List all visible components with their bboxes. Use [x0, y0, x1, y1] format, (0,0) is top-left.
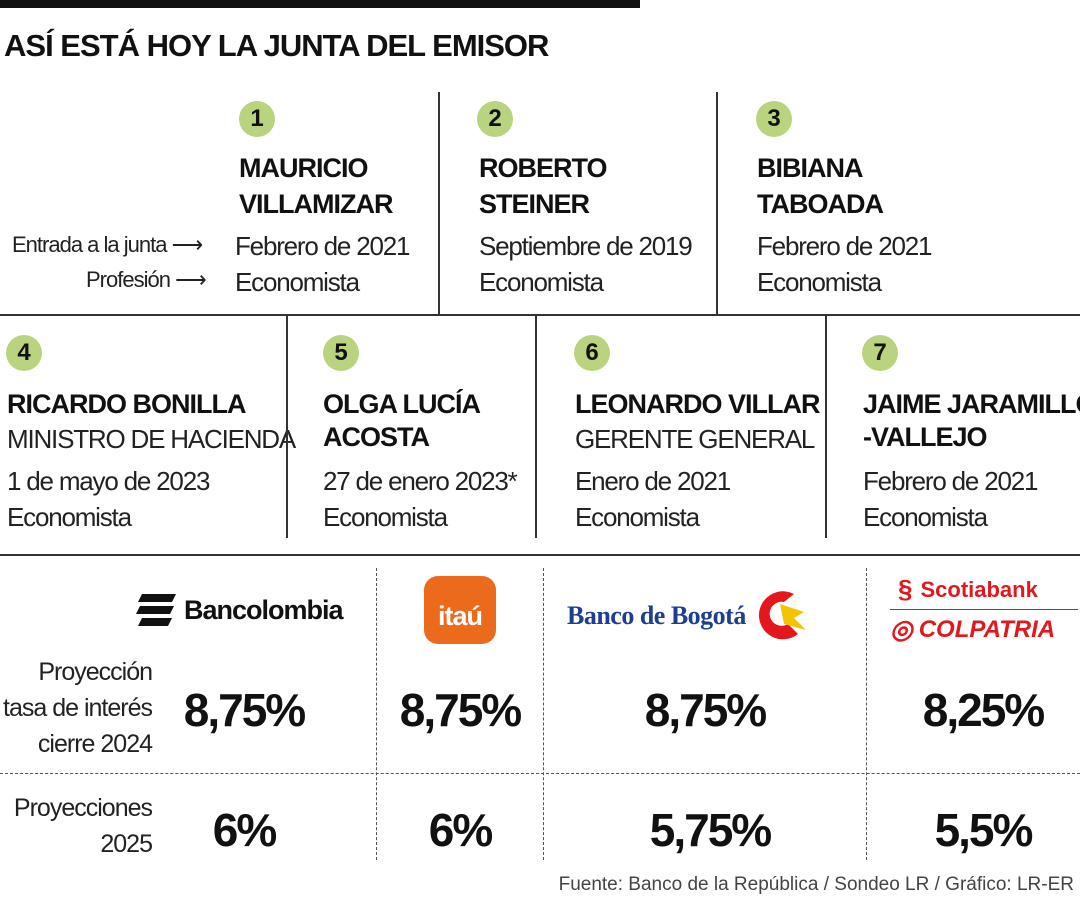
member-date: 27 de enero 2023*: [323, 466, 518, 496]
member-name: VILLAMIZAR: [239, 189, 393, 219]
dashed-divider: [866, 568, 867, 860]
number-badge: 6: [574, 335, 610, 371]
member-name: MAURICIO: [239, 153, 368, 183]
bancolombia-icon: [136, 594, 176, 626]
divider: [716, 92, 718, 314]
member-date: Febrero de 2021: [863, 466, 1038, 496]
row-label-2024: Proyección tasa de interés cierre 2024: [3, 658, 153, 758]
member-name: ROBERTO: [479, 153, 608, 183]
member-name: TABOADA: [757, 189, 884, 219]
member-profession: Economista: [479, 267, 604, 297]
member-name: STEINER: [479, 189, 590, 219]
member-role: GERENTE GENERAL: [575, 424, 815, 454]
divider: [535, 316, 537, 538]
page-title: ASÍ ESTÁ HOY LA JUNTA DEL EMISOR: [4, 28, 549, 63]
scotiabank-icon: §: [898, 574, 913, 604]
member-profession: Economista: [235, 267, 360, 297]
member-profession: Economista: [863, 502, 988, 532]
banco-de-bogota-logo: Banco de Bogotá: [567, 590, 810, 642]
member-name: LEONARDO VILLAR: [575, 389, 820, 419]
legend-entry: Entrada a la junta ⟶: [12, 232, 203, 257]
divider: [0, 554, 1080, 556]
number-badge: 1: [239, 101, 275, 137]
bancolombia-logo: Bancolombia: [136, 592, 344, 628]
divider: [438, 92, 440, 314]
itau-logo: itaú: [424, 576, 496, 644]
member-name: BIBIANA: [757, 153, 863, 183]
member-name: RICARDO BONILLA: [7, 389, 246, 419]
divider: [0, 314, 1080, 316]
member-profession: Economista: [575, 502, 700, 532]
member-role: MINISTRO DE HACIENDA: [7, 424, 296, 454]
rate-2024-bancolombia: 8,75%: [183, 684, 306, 736]
rate-2025-bogota: 5,75%: [649, 804, 772, 856]
rate-2025-bancolombia: 6%: [212, 804, 277, 856]
scotiabank-colpatria-logo: § Scotiabank ◎ COLPATRIA: [890, 574, 1078, 645]
dashed-divider: [543, 568, 544, 860]
member-name: JAIME JARAMILLO: [863, 389, 1080, 419]
number-badge: 7: [862, 335, 898, 371]
member-profession: Economista: [7, 502, 132, 532]
source-note: Fuente: Banco de la República / Sondeo L…: [558, 874, 1074, 895]
member-date: Febrero de 2021: [235, 231, 410, 261]
number-badge: 4: [6, 335, 42, 371]
member-date: Enero de 2021: [575, 466, 731, 496]
dashed-divider: [376, 568, 377, 860]
number-badge: 3: [756, 101, 792, 137]
rate-2025-scotiabank: 5,5%: [934, 804, 1034, 856]
bogota-icon: [758, 591, 806, 640]
member-profession: Economista: [757, 267, 882, 297]
top-rule: [0, 0, 640, 8]
rate-2024-itau: 8,75%: [399, 684, 522, 736]
number-badge: 2: [477, 101, 513, 137]
number-badge: 5: [323, 335, 359, 371]
row-label-2025: Proyecciones 2025: [13, 794, 153, 858]
legend-profession: Profesión ⟶: [86, 267, 207, 292]
member-name: OLGA LUCÍA: [323, 389, 481, 419]
member-name: ACOSTA: [323, 422, 430, 452]
dashed-divider: [0, 773, 1080, 774]
member-name: -VALLEJO: [863, 422, 988, 452]
member-date: 1 de mayo de 2023: [7, 466, 210, 496]
member-date: Febrero de 2021: [757, 231, 932, 261]
rate-2025-itau: 6%: [428, 804, 493, 856]
member-profession: Economista: [323, 502, 448, 532]
rate-2024-bogota: 8,75%: [644, 684, 767, 736]
divider: [286, 316, 288, 538]
colpatria-icon: ◎: [890, 614, 913, 644]
rate-2024-scotiabank: 8,25%: [922, 684, 1045, 736]
member-date: Septiembre de 2019: [479, 231, 693, 261]
divider: [825, 316, 827, 538]
